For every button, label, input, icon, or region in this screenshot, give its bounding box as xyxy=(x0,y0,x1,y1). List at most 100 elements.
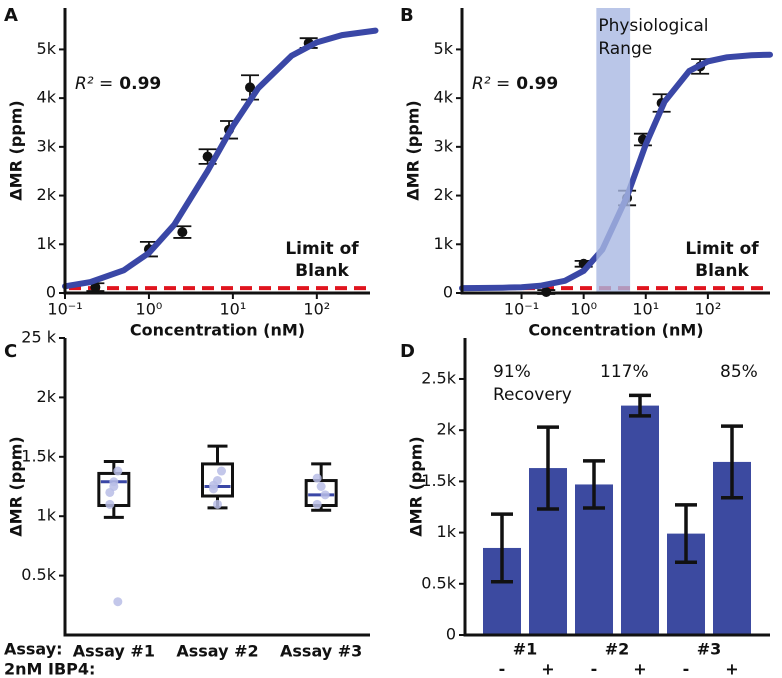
y-axis-label: ΔMR (ppm) xyxy=(7,100,26,200)
x-tick-label: Assay #2 xyxy=(176,642,258,661)
data-point xyxy=(113,597,123,607)
y-tick-label: 2k xyxy=(37,387,57,406)
x-axis-label: Concentration (nM) xyxy=(130,321,305,340)
x-tick-label: 10¹ xyxy=(219,300,246,319)
ibp4-sign: + xyxy=(725,660,738,678)
r-squared: R² = 0.99 xyxy=(75,74,161,94)
y-tick-label: 1k xyxy=(434,234,454,253)
ibp4-sign: - xyxy=(591,660,598,678)
data-point xyxy=(316,482,326,491)
axes xyxy=(63,338,370,637)
y-tick-label: 1.5k xyxy=(421,471,456,490)
x-tick-label: Assay #1 xyxy=(73,642,155,661)
y-axis-label: ΔMR (ppm) xyxy=(404,100,423,200)
data-point xyxy=(312,473,322,483)
whisker-low xyxy=(103,505,124,519)
recovery-value: 91% xyxy=(493,362,531,382)
band-label: Range xyxy=(598,39,652,59)
data-point xyxy=(105,499,115,509)
error-bar xyxy=(721,424,743,500)
y-tick-label: 2k xyxy=(37,185,57,204)
y-tick-label: 1.5k xyxy=(21,446,56,465)
data-point xyxy=(217,466,226,476)
y-tick-label: 2k xyxy=(434,185,454,204)
whisker-high xyxy=(207,444,228,464)
y-tick-label: 1k xyxy=(37,234,57,253)
assay-group: #2 xyxy=(605,640,630,659)
y-tick-label: 0 xyxy=(446,625,456,644)
y-tick-label: 4k xyxy=(434,88,454,107)
r-squared-value: 0.99 xyxy=(119,74,161,94)
limit-of-blank-label: Blank xyxy=(295,261,349,281)
panel-label: B xyxy=(400,5,414,26)
y-tick-label: 3k xyxy=(37,136,57,155)
x-axis-label: Concentration (nM) xyxy=(528,321,703,340)
y-tick-label: 0 xyxy=(443,283,453,302)
error-bar xyxy=(675,503,697,565)
y-axis-label: ΔMR (ppm) xyxy=(7,436,26,536)
x-tick-label: 10⁰ xyxy=(136,300,163,319)
y-tick-label: 0.5k xyxy=(21,565,56,584)
data-point xyxy=(202,151,213,162)
x-tick-label: 10² xyxy=(694,300,721,319)
recovery-value: 117% xyxy=(600,362,649,382)
data-point xyxy=(209,480,218,490)
y-tick-label: 0.5k xyxy=(421,573,456,592)
recovery-value: 85% xyxy=(720,362,758,382)
data-point xyxy=(245,82,256,93)
data-point xyxy=(90,282,101,293)
r-squared: R² = 0.99 xyxy=(472,74,558,94)
panel-label: A xyxy=(4,5,18,26)
x-tick-label: Assay #3 xyxy=(280,642,362,661)
panel-label: C xyxy=(4,341,17,362)
fit-curve xyxy=(62,27,379,290)
y-axis-label: ΔMR (ppm) xyxy=(407,436,426,536)
r-squared-label: R² = xyxy=(472,74,510,94)
axes xyxy=(463,338,770,637)
panel-label: D xyxy=(400,341,415,362)
y-tick-label: 5k xyxy=(37,39,57,58)
data-point xyxy=(213,499,222,509)
y-tick-label: 0 xyxy=(46,283,56,302)
data-point xyxy=(312,499,322,509)
band-label: Physiological xyxy=(598,16,708,36)
data-point xyxy=(113,466,123,476)
y-tick-label: 2k xyxy=(437,420,457,439)
ibp4-sign: + xyxy=(541,660,554,678)
ibp4-sign: + xyxy=(633,660,646,678)
data-point xyxy=(177,227,188,238)
data-point xyxy=(320,490,330,500)
x-tick-label: 10⁰ xyxy=(570,300,597,319)
y-tick-label: 1k xyxy=(37,506,57,525)
y-tick-label: 5k xyxy=(434,39,454,58)
y-tick-label: 1k xyxy=(437,522,457,541)
data-point xyxy=(109,482,119,491)
ibp4-sign: - xyxy=(499,660,506,678)
y-tick-label: 2.5k xyxy=(421,368,456,387)
axes xyxy=(63,8,370,295)
x-tick-label: 10² xyxy=(303,300,330,319)
axes xyxy=(460,8,770,295)
error-bar xyxy=(491,512,513,584)
y-tick-label: 4k xyxy=(37,88,57,107)
error-bar xyxy=(629,393,651,418)
limit-of-blank-label: Blank xyxy=(695,261,749,281)
x-tick-label: 10¹ xyxy=(632,300,659,319)
x-tick-label: 10⁻¹ xyxy=(47,300,82,319)
error-bar xyxy=(537,425,559,511)
assay-group: #3 xyxy=(697,640,722,659)
x-tick-label: 10⁻¹ xyxy=(504,300,539,319)
bar xyxy=(621,405,659,635)
ibp4-title: 2nM IBP4: xyxy=(4,660,95,678)
recovery-label: Recovery xyxy=(493,385,572,405)
limit-of-blank-label: Limit of xyxy=(285,239,359,259)
limit-of-blank-label: Limit of xyxy=(685,239,759,259)
r-squared-value: 0.99 xyxy=(516,74,558,94)
y-tick-label: 25 k xyxy=(21,328,56,347)
assay-title: Assay: xyxy=(4,640,63,659)
assay-group: #1 xyxy=(513,640,538,659)
physiological-range xyxy=(596,8,631,293)
error-bar xyxy=(583,459,605,510)
y-tick-label: 3k xyxy=(434,136,454,155)
